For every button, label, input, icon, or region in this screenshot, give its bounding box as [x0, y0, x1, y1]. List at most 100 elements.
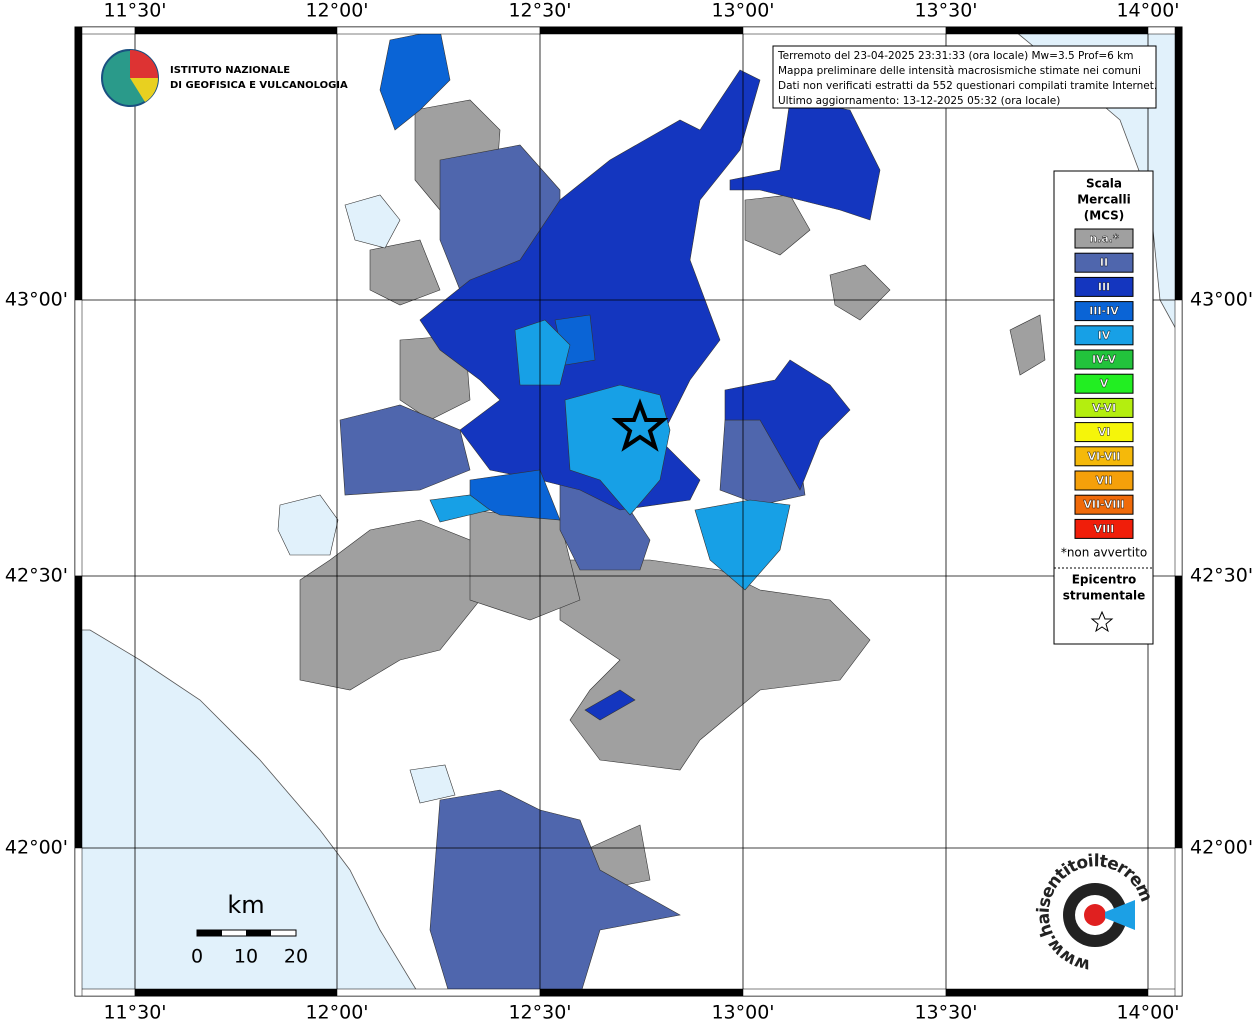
epicenter — [611, 398, 669, 452]
region — [1009, 314, 1046, 376]
frame-segment — [74, 988, 136, 997]
scale-bar-segment — [197, 930, 222, 936]
frame-segment — [539, 26, 744, 35]
frame-segment — [336, 988, 541, 997]
lon-label: 12°30' — [508, 1002, 571, 1024]
frame-segment — [134, 988, 338, 997]
lon-label: 13°00' — [711, 1002, 774, 1024]
info-line: Ultimo aggiornamento: 13-12-2025 05:32 (… — [778, 95, 1060, 107]
legend-swatch — [1074, 325, 1134, 346]
region — [724, 359, 851, 491]
frame-segment — [74, 26, 136, 35]
scale-label: 10 — [234, 946, 258, 968]
scale-label: 0 — [191, 946, 203, 968]
logo-wave — [1105, 900, 1135, 930]
lon-label: 14°00' — [1116, 0, 1179, 22]
legend-swatch — [1074, 470, 1134, 491]
frame-segment — [74, 575, 83, 849]
region — [729, 99, 881, 221]
legend-swatch — [1074, 422, 1134, 443]
info-line: Terremoto del 23-04-2025 23:31:33 (ora l… — [777, 50, 1133, 62]
lat-label: 43°00' — [5, 289, 68, 311]
frame-segment — [336, 26, 541, 35]
lon-label: 13°00' — [711, 0, 774, 22]
logo-text: DI GEOFISICA E VULCANOLOGIA — [170, 80, 348, 91]
region — [429, 494, 491, 523]
frame-segment — [945, 26, 1149, 35]
lon-label: 11°30' — [103, 1002, 166, 1024]
lon-label: 13°30' — [914, 1002, 977, 1024]
legend-title: (MCS) — [1084, 209, 1125, 223]
legend-swatch — [1074, 494, 1134, 515]
legend-swatch — [1074, 276, 1134, 297]
legend-swatch — [1074, 373, 1134, 394]
info-line: Dati non verificati estratti da 552 ques… — [778, 80, 1157, 92]
legend-star — [1090, 610, 1114, 633]
frame-segment — [1174, 575, 1183, 849]
frame-segment — [742, 26, 947, 35]
legend-title: Mercalli — [1077, 193, 1131, 207]
legend-epicenter: Epicentro — [1072, 573, 1137, 587]
frame-segment — [539, 988, 744, 997]
legend-swatch — [1074, 228, 1134, 249]
legend-title: Scala — [1086, 177, 1122, 191]
scale-label: 20 — [284, 946, 308, 968]
legend-swatch — [1074, 301, 1134, 322]
frame-segment — [1174, 847, 1183, 997]
frame-segment — [1174, 299, 1183, 577]
scale-bar: km 0 10 20 — [191, 891, 308, 968]
scale-unit: km — [227, 891, 264, 919]
frame-segment — [74, 299, 83, 577]
lat-label: 42°00' — [5, 837, 68, 859]
legend-label: IV — [1098, 329, 1111, 342]
lon-label: 14°00' — [1116, 1002, 1179, 1024]
scale-bar-segment — [246, 930, 271, 936]
lon-label: 12°30' — [508, 0, 571, 22]
legend-label: n.a.* — [1089, 232, 1119, 245]
logo-globe — [130, 78, 159, 102]
frame-segment — [742, 988, 947, 997]
legend-swatch — [1074, 518, 1134, 539]
region — [339, 404, 471, 496]
region — [694, 499, 791, 591]
lon-label: 12°00' — [305, 0, 368, 22]
lat-label: 43°00' — [1190, 289, 1253, 311]
info-line: Mappa preliminare delle intensità macros… — [778, 65, 1141, 77]
region — [369, 239, 441, 306]
region — [429, 789, 681, 997]
logo-text: ISTITUTO NAZIONALE — [170, 65, 290, 76]
lake — [409, 764, 456, 804]
frame-segment — [74, 26, 83, 301]
frame-segment — [134, 26, 338, 35]
legend-swatch — [1074, 349, 1134, 370]
legend-label: VII-VIII — [1083, 498, 1124, 511]
legend-label: IV-V — [1092, 353, 1117, 366]
lon-label: 13°30' — [914, 0, 977, 22]
region — [419, 69, 761, 511]
lake — [344, 194, 401, 249]
legend-label: II — [1100, 256, 1108, 269]
legend-label: VIII — [1094, 522, 1115, 535]
ingv-logo: ISTITUTO NAZIONALE DI GEOFISICA E VULCAN… — [101, 49, 348, 107]
frame-segment — [1174, 26, 1183, 301]
frame — [74, 26, 1183, 997]
lon-label: 11°30' — [103, 0, 166, 22]
logo-circle — [1084, 904, 1106, 926]
legend-label: III — [1098, 280, 1110, 293]
lat-label: 42°30' — [5, 565, 68, 587]
legend-swatch — [1074, 252, 1134, 273]
lake — [277, 494, 339, 556]
legend-epicenter: strumentale — [1063, 589, 1146, 603]
lat-label: 42°00' — [1190, 837, 1253, 859]
logo-globe — [130, 50, 158, 78]
frame-segment — [74, 847, 83, 997]
frame-segment — [945, 988, 1149, 997]
legend-label: VI — [1098, 426, 1111, 439]
legend-label: V — [1100, 377, 1109, 390]
info-box — [772, 45, 1157, 109]
legend-label: VI-VII — [1087, 450, 1120, 463]
legend-swatch — [1074, 397, 1134, 418]
legend-swatch — [1074, 446, 1134, 467]
lat-label: 42°30' — [1190, 565, 1253, 587]
